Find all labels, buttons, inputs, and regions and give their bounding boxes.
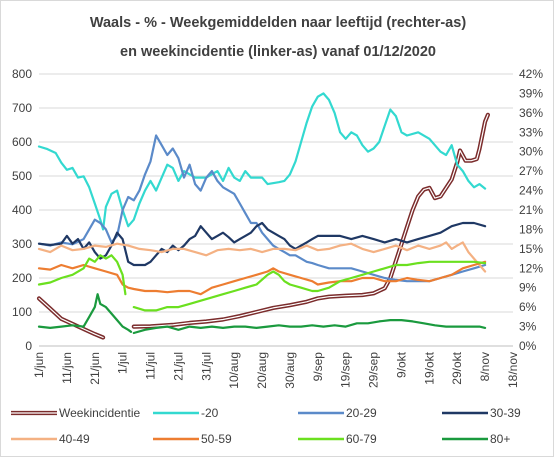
y-right-tick-label: 21%: [519, 203, 543, 217]
series-line: [37, 221, 487, 267]
y-right-tick-label: 30%: [519, 145, 543, 159]
series-line: [37, 254, 127, 296]
series-line: [132, 260, 487, 312]
y-left-tick-label: 100: [12, 305, 32, 319]
legend-label: -20: [201, 406, 219, 420]
x-tick-label: 18/nov: [506, 352, 520, 388]
y-left-tick-label: 800: [12, 67, 32, 81]
x-tick-label: 1/jul: [116, 352, 130, 374]
series-line: [37, 260, 487, 296]
x-tick-label: 21/jun: [88, 352, 102, 385]
axes: 0 100 200 300 400 500 600 700 800 0% 3% 6% 9% 12% 15% 1…: [12, 67, 543, 389]
y-right-tick-label: 24%: [519, 184, 543, 198]
gridlines: [39, 73, 513, 347]
y-right-tick-label: 3%: [519, 320, 537, 334]
series-line: [37, 293, 133, 333]
x-tick-label: 21/jul: [171, 352, 185, 381]
legend-label: 30-39: [490, 406, 521, 420]
y-right-tick-label: 42%: [519, 67, 543, 81]
legend-label: 60-79: [346, 432, 377, 446]
legend-label: 80+: [490, 432, 510, 446]
chart-subtitle: en weekincidentie (linker-as) vanaf 01/1…: [120, 44, 436, 60]
y-left-tick-label: 400: [12, 203, 32, 217]
series-line-inner: [38, 297, 104, 339]
x-tick-label: 9/okt: [394, 351, 408, 378]
x-tick-label: 11/jul: [144, 352, 158, 380]
y-left-tick-label: 300: [12, 237, 32, 251]
y-left-tick-label: 0: [25, 339, 32, 353]
x-tick-label: 11/jun: [60, 352, 74, 384]
y-right-tick-label: 36%: [519, 106, 543, 120]
series-line: [37, 134, 487, 283]
x-tick-label: 29/okt: [450, 351, 464, 384]
x-tick-label: 20/aug: [255, 352, 269, 389]
x-tick-label: 10/aug: [227, 352, 241, 389]
x-tick-label: 30/aug: [283, 352, 297, 389]
legend-label: 50-59: [201, 432, 232, 446]
y-left-tick-label: 700: [12, 101, 32, 115]
y-right-tick-label: 6%: [519, 300, 537, 314]
x-tick-label: 31/jul: [199, 352, 213, 381]
x-tick-label: 9/sep: [311, 352, 325, 382]
y-right-tick-label: 15%: [519, 242, 543, 256]
legend: Weekincidentie -20 20-29 30-39 40-49 50-59 60-…: [11, 406, 521, 446]
legend-label: Weekincidentie: [59, 406, 140, 420]
legend-label: 40-49: [59, 432, 90, 446]
y-left-tick-label: 500: [12, 169, 32, 183]
y-right-tick-label: 12%: [519, 261, 543, 275]
y-right-tick-label: 18%: [519, 222, 543, 236]
y-right-tick-label: 0%: [519, 339, 537, 353]
y-right-tick-label: 39%: [519, 86, 543, 100]
y-left-tick-label: 600: [12, 135, 32, 149]
x-tick-label: 19/sep: [339, 352, 353, 388]
x-tick-label: 29/sep: [367, 352, 381, 388]
y-right-tick-label: 33%: [519, 125, 543, 139]
series-line: [132, 319, 487, 335]
series-line-inner: [133, 114, 489, 328]
x-tick-label: 8/nov: [478, 352, 492, 381]
series-line: [37, 92, 487, 231]
series-lines: [36, 92, 490, 340]
chart-title: Waals - % - Weekgemiddelden naar leeftij…: [90, 15, 466, 31]
y-left-tick-label: 200: [12, 271, 32, 285]
y-right-tick-label: 27%: [519, 164, 543, 178]
series-line: [37, 241, 487, 273]
legend-label: 20-29: [346, 406, 377, 420]
x-tick-label: 19/okt: [422, 351, 436, 384]
x-tick-label: 1/jun: [32, 352, 46, 378]
series-line: [36, 296, 106, 340]
y-right-tick-label: 9%: [519, 281, 537, 295]
